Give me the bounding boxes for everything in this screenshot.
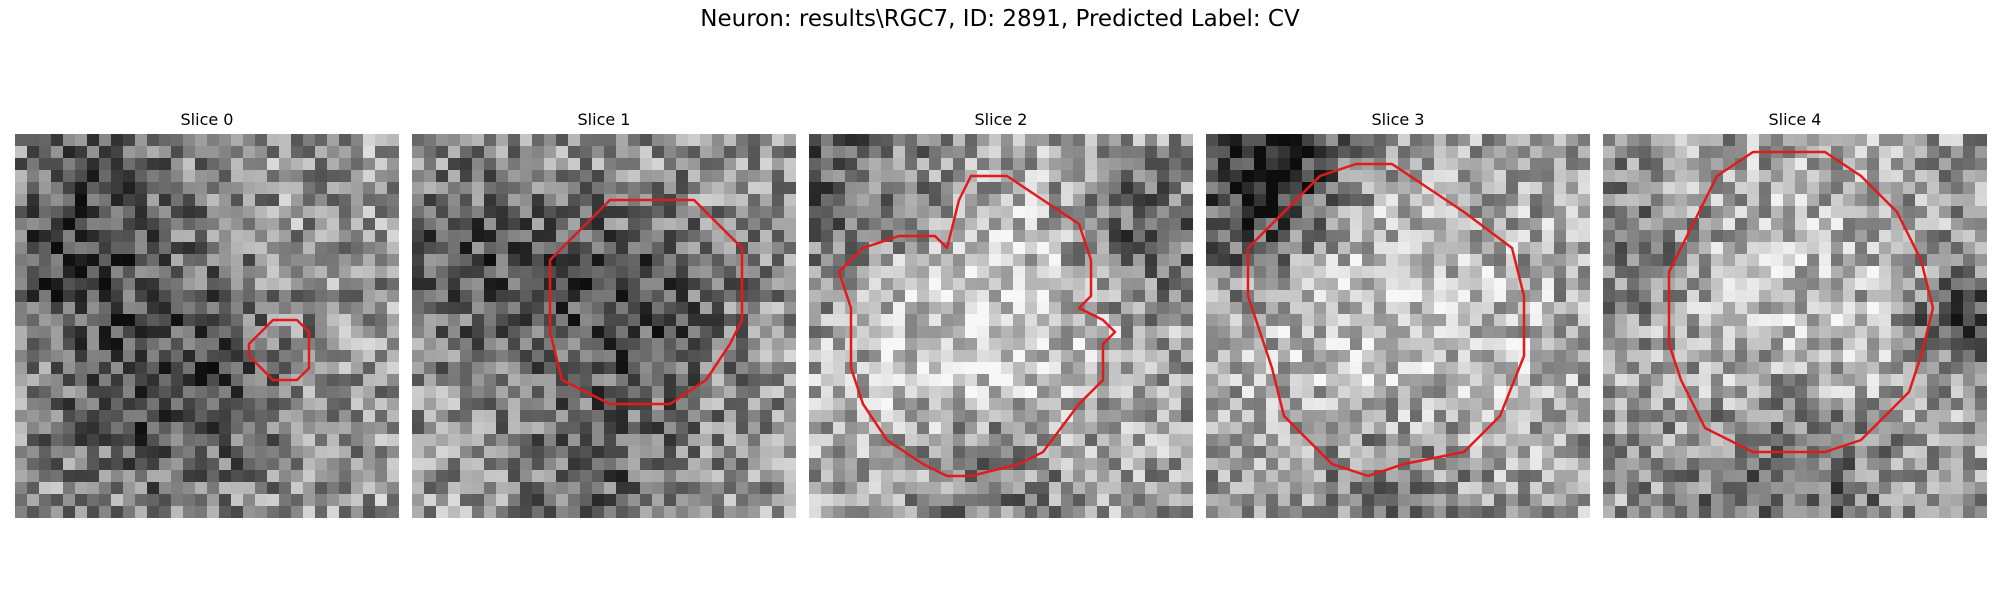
slice-panel-1: Slice 1: [412, 108, 796, 518]
slice-panel-2: Slice 2: [809, 108, 1193, 518]
slice-image-1: [412, 134, 796, 518]
slice-image-0: [15, 134, 399, 518]
figure-title: Neuron: results\RGC7, ID: 2891, Predicte…: [700, 6, 1300, 32]
roi-contour-1: [548, 198, 744, 406]
pixel-grid: [1603, 134, 1987, 518]
slice-title-1: Slice 1: [577, 110, 631, 129]
roi-contour-2: [837, 174, 1117, 478]
slice-panel-0: Slice 0: [15, 108, 399, 518]
slice-panel-4: Slice 4: [1603, 108, 1987, 518]
slice-title-3: Slice 3: [1371, 110, 1425, 129]
pixel-grid: [15, 134, 399, 518]
roi-contour-4: [1667, 150, 1935, 454]
slice-title-0: Slice 0: [180, 110, 234, 129]
slice-image-3: [1206, 134, 1590, 518]
slice-panel-3: Slice 3: [1206, 108, 1590, 518]
slice-title-2: Slice 2: [974, 110, 1028, 129]
pixel-grid: [809, 134, 1193, 518]
slice-image-4: [1603, 134, 1987, 518]
slice-image-2: [809, 134, 1193, 518]
pixel-grid: [1206, 134, 1590, 518]
pixel-grid: [412, 134, 796, 518]
slice-title-4: Slice 4: [1768, 110, 1822, 129]
roi-contour-3: [1246, 162, 1526, 478]
roi-contour-0: [247, 318, 311, 382]
